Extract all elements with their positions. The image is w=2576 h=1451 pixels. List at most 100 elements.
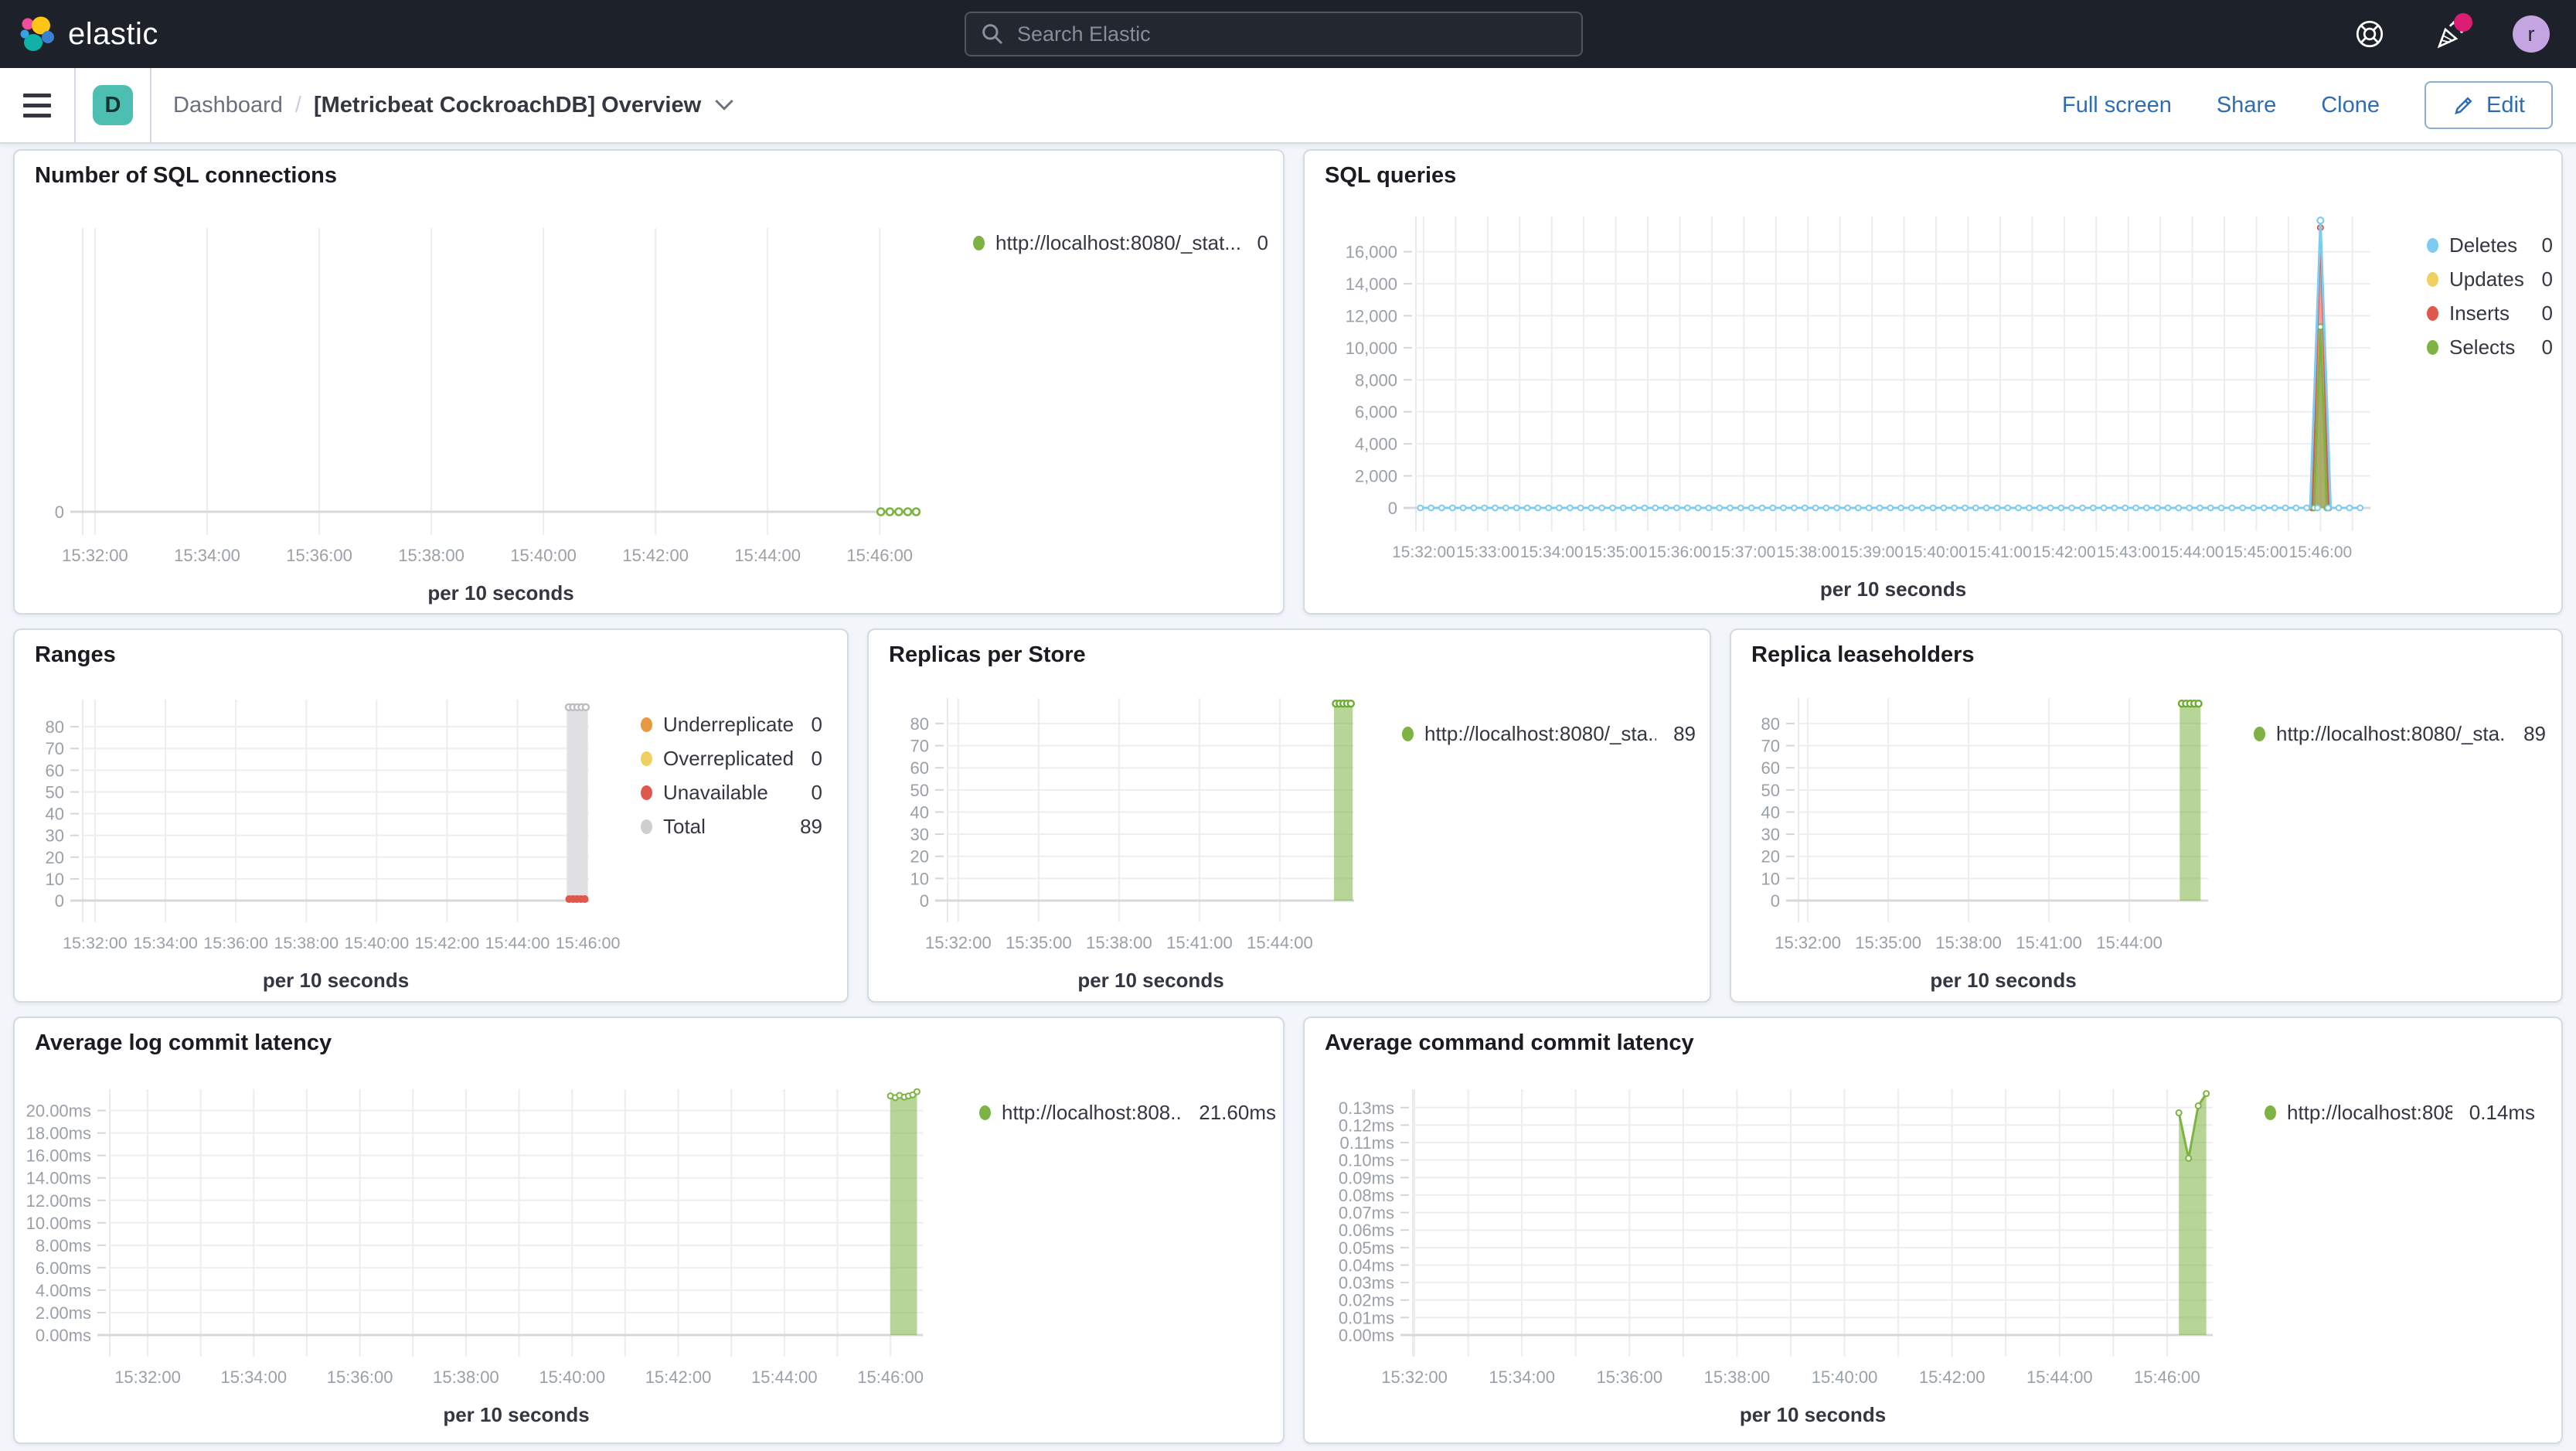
svg-text:15:41:00: 15:41:00 [1166, 933, 1233, 952]
svg-text:15:40:00: 15:40:00 [1812, 1368, 1878, 1387]
newsfeed-button[interactable] [2432, 13, 2472, 52]
breadcrumb: Dashboard / [Metricbeat CockroachDB] Ove… [173, 93, 733, 118]
svg-text:10: 10 [910, 869, 929, 888]
legend-series-value: 0 [1257, 230, 1268, 254]
legend-series-label: http://localhost:8080/_sta... [1424, 721, 1657, 745]
svg-text:15:34:00: 15:34:00 [220, 1368, 287, 1387]
legend-series-dot [2427, 237, 2438, 253]
app-badge-dashboard[interactable]: D [93, 85, 133, 125]
svg-text:20: 20 [46, 848, 64, 867]
svg-text:80: 80 [46, 717, 64, 737]
legend-item[interactable]: http://localhost:808... 21.60ms [979, 1095, 1276, 1129]
svg-text:15:42:00: 15:42:00 [415, 934, 480, 952]
svg-text:15:41:00: 15:41:00 [1969, 543, 2032, 561]
svg-text:20: 20 [1761, 847, 1780, 867]
legend-item[interactable]: http://localhost:8080/_sta... 89 [2254, 717, 2546, 751]
life-ring-icon [2356, 20, 2384, 48]
svg-text:15:32:00: 15:32:00 [62, 546, 128, 565]
help-button[interactable] [2352, 16, 2387, 52]
user-avatar[interactable]: r [2513, 15, 2550, 53]
svg-text:15:32:00: 15:32:00 [925, 933, 992, 952]
svg-text:15:38:00: 15:38:00 [1704, 1368, 1771, 1387]
legend-item[interactable]: Selects 0 [2427, 330, 2553, 364]
elastic-logo[interactable]: elastic [20, 0, 158, 68]
legend-series-label: Updates [2449, 267, 2524, 291]
svg-text:per 10 seconds: per 10 seconds [263, 969, 409, 992]
panel-replicas-per-store: 0 10 20 30 40 50 60 70 80 15:32:00 15:35:00 15:38:0… [867, 628, 1711, 1003]
svg-text:15:44:00: 15:44:00 [2026, 1368, 2093, 1387]
chart-canvas: 0 10 20 30 40 50 60 70 80 15:32:00 15:35:00 15:38:0… [1761, 698, 2208, 992]
svg-text:0: 0 [920, 891, 929, 911]
svg-text:20: 20 [910, 847, 929, 867]
svg-text:15:46:00: 15:46:00 [556, 934, 621, 952]
chevron-down-icon[interactable] [715, 99, 733, 111]
legend-item[interactable]: http://localhost:8080... 0.14ms [2265, 1095, 2535, 1129]
legend-item[interactable]: http://localhost:8080/_sta... 89 [1402, 717, 1696, 751]
legend-item[interactable]: Underreplicated 0 [641, 707, 822, 741]
svg-text:0.05ms: 0.05ms [1339, 1238, 1394, 1258]
legend-series-label: Underreplicated [663, 712, 795, 736]
legend-series-value: 0 [2541, 301, 2553, 325]
svg-text:50: 50 [910, 781, 929, 800]
chart-avg-log-commit-latency[interactable]: 0.00ms 2.00ms 4.00ms 6.00ms 8.00ms 10.00ms 12.… [15, 1018, 1283, 1442]
svg-text:15:38:00: 15:38:00 [433, 1368, 499, 1387]
svg-text:40: 40 [46, 805, 64, 824]
legend-series-label: http://localhost:8080... [2287, 1100, 2452, 1124]
menu-button[interactable] [0, 68, 74, 142]
legend-series-value: 21.60ms [1199, 1100, 1276, 1124]
breadcrumb-dashboard-link[interactable]: Dashboard [173, 92, 283, 118]
global-search[interactable] [965, 12, 1583, 56]
panel-title: Replicas per Store [889, 642, 1086, 667]
full-screen-button[interactable]: Full screen [2062, 92, 2172, 118]
legend-series-value: 89 [800, 814, 822, 838]
svg-text:0.02ms: 0.02ms [1339, 1291, 1394, 1310]
page-title: [Metricbeat CockroachDB] Overview [313, 92, 702, 118]
svg-text:15:36:00: 15:36:00 [327, 1368, 393, 1387]
svg-text:15:32:00: 15:32:00 [1381, 1368, 1448, 1387]
svg-text:15:40:00: 15:40:00 [510, 546, 577, 565]
chart-canvas: 0 10 20 30 40 50 60 70 80 15:32:00 15:34:00 15:36:0… [46, 700, 621, 992]
panel-title: Replica leaseholders [1751, 642, 1975, 667]
legend-item[interactable]: http://localhost:8080/_stat... 0 [973, 226, 1268, 260]
chart-replica-leaseholders[interactable]: 0 10 20 30 40 50 60 70 80 15:32:00 15:35:00 15:38:0… [1731, 630, 2561, 1001]
legend-series-dot [973, 235, 985, 250]
legend-series-dot [641, 751, 652, 766]
svg-text:15:32:00: 15:32:00 [63, 934, 128, 952]
svg-text:per 10 seconds: per 10 seconds [443, 1403, 589, 1426]
chart-avg-command-commit-latency[interactable]: 0.00ms 0.01ms 0.02ms 0.03ms 0.04ms 0.05ms 0.06… [1305, 1018, 2561, 1442]
svg-text:70: 70 [910, 737, 929, 756]
svg-text:0: 0 [55, 891, 64, 911]
legend-series-label: Selects [2449, 335, 2516, 359]
svg-text:0: 0 [1771, 891, 1780, 911]
legend-item[interactable]: Total 89 [641, 809, 822, 843]
brand-wordmark: elastic [68, 16, 158, 51]
svg-text:4.00ms: 4.00ms [36, 1281, 91, 1300]
svg-text:15:36:00: 15:36:00 [203, 934, 268, 952]
legend-item[interactable]: Deletes 0 [2427, 228, 2553, 262]
svg-text:4,000: 4,000 [1355, 434, 1397, 454]
chart-sql-queries[interactable]: 0 2,000 4,000 6,000 8,000 10,000 12,000 14,000 1… [1305, 151, 2561, 613]
clone-button[interactable]: Clone [2321, 92, 2380, 118]
svg-text:0.03ms: 0.03ms [1339, 1273, 1394, 1293]
svg-text:0.09ms: 0.09ms [1339, 1168, 1394, 1187]
top-bar: elastic r [0, 0, 2576, 68]
legend-item[interactable]: Overreplicated 0 [641, 741, 822, 775]
chart-sql-connections[interactable]: 0 15:32:00 15:34:00 15:36:00 15:38:00 15:40:0… [15, 151, 1283, 613]
share-button[interactable]: Share [2216, 92, 2277, 118]
svg-text:15:35:00: 15:35:00 [1584, 543, 1648, 561]
divider [74, 68, 76, 142]
svg-text:80: 80 [910, 714, 929, 734]
legend-item[interactable]: Inserts 0 [2427, 296, 2553, 330]
search-icon [982, 24, 1003, 45]
svg-text:0.01ms: 0.01ms [1339, 1308, 1394, 1327]
legend-item[interactable]: Unavailable 0 [641, 775, 822, 809]
chart-replicas-per-store[interactable]: 0 10 20 30 40 50 60 70 80 15:32:00 15:35:00 15:38:0… [869, 630, 1710, 1001]
chart-ranges[interactable]: 0 10 20 30 40 50 60 70 80 15:32:00 15:34:00 15:36:0… [15, 630, 847, 1001]
search-input[interactable] [1017, 22, 1567, 46]
panel-title: Ranges [35, 642, 116, 667]
panel-replica-leaseholders: 0 10 20 30 40 50 60 70 80 15:32:00 15:35:00 15:38:0… [1730, 628, 2563, 1003]
svg-text:40: 40 [1761, 802, 1780, 822]
legend-item[interactable]: Updates 0 [2427, 262, 2553, 296]
edit-button[interactable]: Edit [2425, 81, 2553, 129]
svg-text:16.00ms: 16.00ms [26, 1146, 91, 1166]
